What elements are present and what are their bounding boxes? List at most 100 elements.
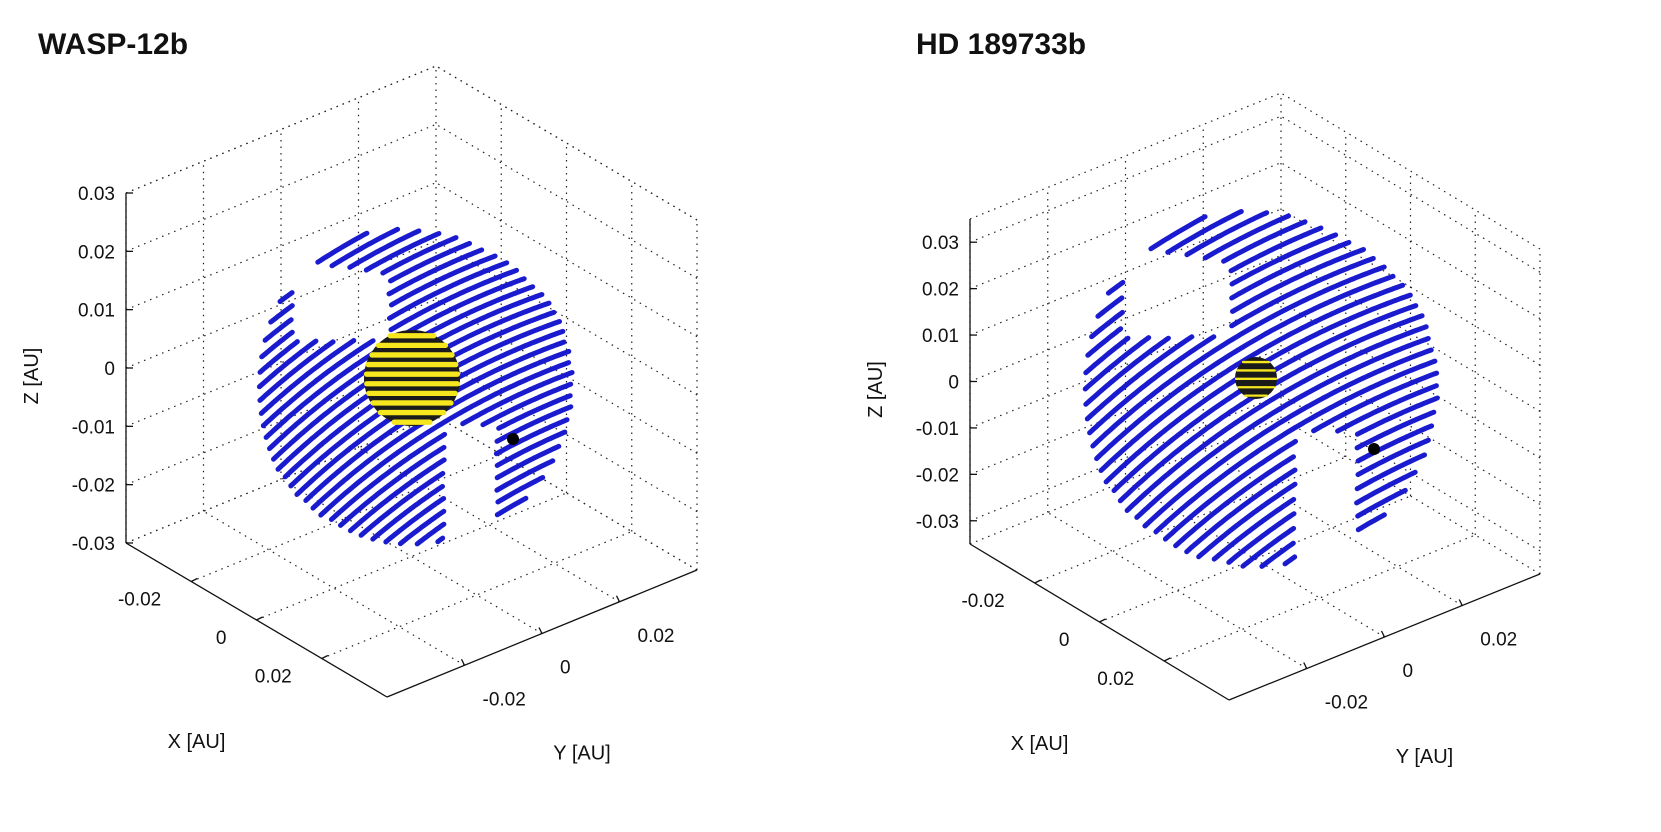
x-tick-label: -0.02 [961,591,1004,612]
shell-band [1354,409,1437,451]
shell-band [1354,452,1427,492]
shell-band [388,267,519,333]
shell-band [1087,334,1217,436]
shell-band [1196,481,1298,560]
shell-band [380,235,459,276]
shell-band [1355,487,1408,519]
shell-band [494,443,562,481]
shell-band [1282,554,1298,567]
x-tick [1034,579,1042,584]
shell-band [496,393,573,431]
shell-band [358,470,446,538]
shell-band [1148,214,1208,252]
planet-marker [507,433,519,445]
shell-band [1173,454,1296,549]
z-tick-label: -0.02 [916,465,959,486]
shell-band [1090,264,1387,449]
y-tick-label: 0 [1403,661,1414,682]
y-tick-label: 0.02 [638,626,675,647]
x-tick [1163,657,1171,662]
shell-band [328,431,448,522]
shell-band [1124,324,1429,513]
shell-band [388,240,472,284]
shell-band [370,483,445,542]
y-tick [615,595,621,603]
chart-title: HD 189733b [916,28,1087,61]
x-tick [1099,618,1106,623]
x-tick [256,616,263,621]
shell-band [268,303,295,325]
chart-panel-wasp12b: WASP-12b 0.03 0.02 0.01 0 -0.01 -0.02 -0.03 -0.… [0,0,830,832]
shell-band [1083,335,1131,376]
tick-labels: 0.03 0.02 0.01 0 -0.01 -0.02 -0.03 -0.02 0 0.02 -0… [865,233,1517,768]
grid-line [969,92,1282,220]
grid-line [969,301,1282,429]
x-tick-label: 0.02 [255,667,292,688]
x-tick [190,577,198,583]
shell-band [1230,247,1366,314]
chart-panel-hd189733b: HD 189733b 0.03 0.02 0.01 0 -0.01 -0.02 -0.03 -… [831,0,1661,832]
shell-band [1228,225,1324,274]
y-tick [1458,599,1463,606]
grid-line [1202,448,1463,607]
shell-band [1229,232,1339,287]
z-tick-label: 0.01 [78,301,115,322]
z-tick-label: 0.02 [78,242,115,263]
shell-band [262,317,294,343]
planet-marker [1368,443,1380,455]
shell-band [1098,282,1406,473]
z-tick-label: 0.03 [922,233,959,254]
grid-line [969,394,1282,522]
z-tick-label: 0 [104,359,115,380]
grid-line [969,162,1282,290]
shell-band [1089,309,1125,340]
shell-band [260,338,376,429]
shell-band [1083,335,1171,407]
shell-band [388,253,498,308]
shell-band [1153,358,1438,535]
chart-plot: 0.03 0.02 0.01 0 -0.01 -0.02 -0.03 -0.02 0 0.02 -0… [865,92,1541,768]
shell-band [397,508,447,547]
y-tick-label: 0 [560,658,571,679]
shell-band [1226,511,1297,565]
shell-band [494,458,556,493]
shell-band [494,429,568,468]
z-axis-label: Z [AU] [21,348,43,405]
shell-band [1202,213,1291,261]
shell-band [493,417,570,457]
shell-band [256,338,319,390]
chart-plot: 0.03 0.02 0.01 0 -0.01 -0.02 -0.03 -0.02 0 0.02 -0… [21,65,698,765]
y-tick-label: -0.02 [1325,693,1368,714]
shell-band [1134,336,1431,520]
z-tick-label: 0 [948,373,959,394]
z-tick-label: 0.03 [78,184,115,205]
z-axis-label: Z [AU] [865,361,887,418]
shell-band [460,370,575,427]
shell-band [387,260,510,321]
x-axis-label: X [AU] [1011,733,1069,755]
shell-band [1095,295,1125,319]
x-axis-label: X [AU] [168,731,226,753]
shell-band [1162,438,1298,542]
shell-band [1165,209,1244,255]
shell-band [363,231,442,273]
shell-band [1229,239,1352,301]
shell-band [383,496,447,545]
y-axis-label: Y [AU] [553,743,610,765]
shell-band [386,247,485,297]
shell-band [1082,335,1152,392]
shell-band [257,339,300,375]
x-tick-label: 0.02 [1097,669,1134,690]
z-tick-label: -0.01 [916,419,959,440]
shell-band [1094,273,1396,462]
x-tick [321,654,329,660]
grid-line [321,530,632,660]
grid-line [1164,534,1476,662]
grid-line [1047,511,1308,670]
shell-band [1184,210,1270,258]
shell-band [259,329,295,360]
shell-band [1259,540,1296,569]
data-points [1082,209,1440,569]
y-tick-label: 0.02 [1480,630,1517,651]
grid-line [256,492,567,621]
